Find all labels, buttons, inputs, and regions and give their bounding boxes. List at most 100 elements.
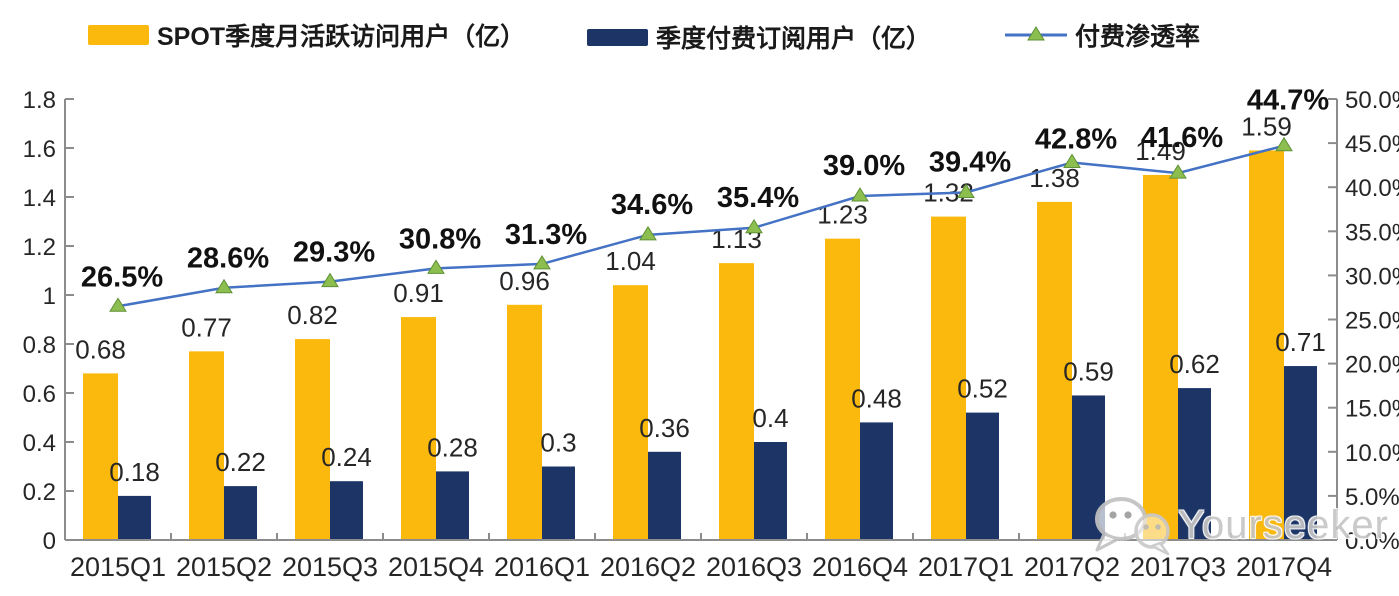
left-tick-label: 0.8 [23,332,56,359]
penetration-marker-icon [427,259,445,274]
right-tick-label: 10.0% [1345,440,1399,467]
bar-mau [1249,150,1284,540]
bar-mau [295,339,330,540]
right-tick-label: 40.0% [1345,175,1399,202]
bar-label-mau: 1.59 [1241,111,1292,141]
bar-label-subs: 0.52 [957,374,1008,404]
bar-label-subs: 0.3 [540,428,576,458]
legend-item-penetration: 付费渗透率 [1005,17,1200,53]
right-tick-label: 45.0% [1345,131,1399,158]
bar-label-subs: 0.71 [1275,327,1326,357]
penetration-marker-icon [639,225,657,241]
bar-mau [189,351,224,540]
bar-mau [507,304,542,540]
penetration-label: 26.5% [81,261,163,293]
bar-label-subs: 0.22 [215,447,266,477]
bar-subs [860,422,893,540]
penetration-label: 39.4% [929,146,1011,178]
x-tick-label: 2017Q1 [918,552,1014,582]
left-tick-label: 1.8 [23,87,56,114]
penetration-line [117,144,1285,308]
penetration-label: 30.8% [399,223,481,255]
right-tick-label: 0.0% [1345,528,1399,555]
bar-subs [1072,395,1105,540]
bar-mau [931,216,966,540]
bar-label-subs: 0.28 [427,432,478,462]
bar-label-mau: 1.49 [1135,136,1186,166]
bar-label-mau: 0.96 [499,266,550,296]
right-tick-label: 35.0% [1345,219,1399,246]
x-tick-label: 2015Q4 [388,552,484,582]
penetration-label: 42.8% [1035,124,1117,156]
bar-label-subs: 0.36 [639,413,690,443]
bar-label-subs: 0.24 [321,442,372,472]
bar-subs [436,471,469,540]
bar-label-subs: 0.4 [752,403,788,433]
penetration-marker-icon [1169,164,1187,179]
x-tick-label: 2015Q3 [282,552,378,582]
left-tick-label: 1 [43,283,56,310]
penetration-label: 31.3% [505,219,587,251]
bar-label-subs: 0.59 [1063,356,1114,386]
left-tick-label: 0.6 [23,381,56,408]
x-tick-label: 2017Q2 [1024,552,1120,582]
bar-subs [118,495,151,540]
x-tick-label: 2016Q2 [600,552,696,582]
bar-mau [401,317,436,540]
right-tick-label: 25.0% [1345,308,1399,335]
bar-label-mau: 0.68 [75,334,126,364]
legend-item-subs: 季度付费订阅用户（亿） [587,19,931,55]
x-tick-label: 2015Q1 [70,552,166,582]
bar-mau [825,238,860,540]
bar-label-mau: 0.91 [393,278,444,308]
bar-mau [613,285,648,540]
bar-subs [542,466,575,540]
penetration-label: 41.6% [1141,122,1223,154]
x-tick-label: 2015Q2 [176,552,272,582]
bar-subs [330,481,363,540]
right-tick-label: 30.0% [1345,263,1399,290]
left-tick-label: 0.2 [23,479,56,506]
left-tick-label: 1.4 [23,185,56,212]
bar-mau [719,263,754,540]
penetration-marker-icon [851,187,869,202]
bar-label-mau: 0.77 [181,312,232,342]
right-tick-label: 5.0% [1345,484,1399,511]
bar-label-mau: 1.23 [817,200,868,230]
x-tick-label: 2016Q1 [494,552,590,582]
x-tick-label: 2017Q4 [1236,552,1332,582]
right-tick-label: 15.0% [1345,396,1399,423]
bar-mau [1037,201,1072,540]
subs-bar-swatch-icon [587,28,648,46]
bar-subs [224,486,257,540]
legend-label-mau: SPOT季度月活跃访问用户（亿） [157,23,526,51]
penetration-marker-icon [1275,136,1293,152]
bar-subs [1178,388,1211,540]
penetration-label: 28.6% [187,243,269,275]
bar-label-subs: 0.62 [1169,349,1220,379]
left-tick-label: 1.6 [23,136,56,163]
penetration-marker-icon [109,297,127,312]
left-tick-label: 1.2 [23,234,56,261]
bar-mau [1143,174,1178,540]
penetration-marker-icon [1063,153,1081,169]
penetration-label: 39.0% [823,150,905,182]
bar-subs [966,412,999,540]
x-tick-label: 2016Q4 [812,552,908,582]
bar-label-mau: 1.04 [605,246,656,276]
bar-label-subs: 0.48 [851,383,902,413]
bar-subs [648,451,681,540]
penetration-label: 29.3% [293,237,375,269]
right-tick-label: 20.0% [1345,352,1399,379]
legend-label-subs: 季度付费订阅用户（亿） [656,25,932,53]
bar-label-subs: 0.18 [109,457,160,487]
penetration-label: 44.7% [1247,85,1329,117]
left-tick-label: 0.4 [23,430,56,457]
penetration-marker-icon [215,278,233,294]
penetration-label: 35.4% [717,182,799,214]
penetration-marker-icon [745,218,763,234]
penetration-marker-icon [957,183,975,198]
bar-subs [1284,366,1317,540]
penetration-marker-icon [321,272,339,288]
